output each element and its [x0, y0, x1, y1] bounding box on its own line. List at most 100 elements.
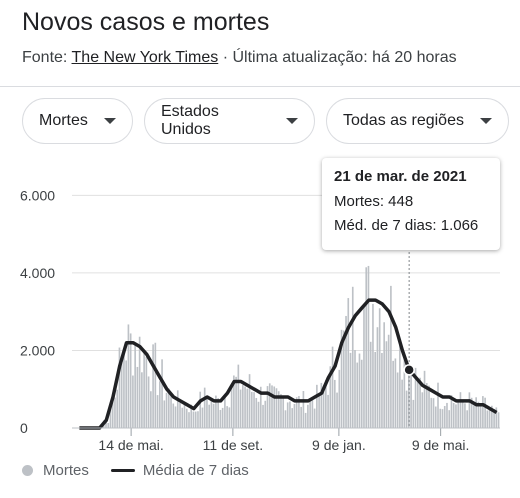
death-bar — [273, 386, 276, 428]
average-line — [79, 298, 498, 430]
chevron-down-icon — [103, 118, 116, 124]
death-bar — [156, 395, 159, 428]
death-bar — [329, 366, 332, 428]
legend-deaths-label: Mortes — [43, 462, 89, 479]
death-bar — [363, 307, 365, 428]
death-bar — [316, 384, 318, 428]
death-bar — [491, 405, 493, 428]
deaths-chart[interactable]: 0 2.000 4.000 6.000 14 de mai. 11 de set. 9 de… — [0, 150, 520, 460]
death-bar — [387, 334, 390, 428]
death-bar — [401, 379, 403, 428]
death-bar — [235, 376, 237, 428]
death-bar — [250, 391, 253, 428]
death-bar — [172, 403, 175, 428]
death-bar — [280, 394, 282, 428]
death-bar — [150, 391, 152, 428]
death-bar — [154, 342, 157, 428]
death-bar — [410, 375, 412, 428]
death-bar — [450, 395, 453, 428]
death-bar — [244, 386, 246, 428]
death-bar — [271, 385, 273, 428]
source-suffix: · Última atualização: há 20 horas — [218, 49, 457, 66]
death-bar — [396, 372, 399, 428]
metric-dropdown-label: Mortes — [39, 112, 88, 129]
death-bar — [257, 401, 260, 428]
death-bar — [268, 383, 271, 428]
death-bar — [174, 406, 177, 428]
death-bar — [107, 422, 110, 428]
death-bar — [170, 393, 172, 428]
death-bar — [484, 397, 486, 428]
death-bar — [374, 351, 377, 428]
death-bar — [163, 400, 166, 428]
death-bar — [421, 392, 424, 428]
death-bar — [116, 389, 119, 428]
metric-dropdown[interactable]: Mortes — [22, 98, 133, 144]
death-bar — [347, 298, 350, 428]
death-bar — [414, 367, 417, 428]
region-dropdown[interactable]: Todas as regiões — [326, 98, 509, 144]
death-bar — [313, 408, 316, 428]
death-bar — [333, 379, 336, 428]
country-dropdown-label: Estados Unidos — [161, 103, 219, 138]
tooltip-date: 21 de mar. de 2021 — [334, 168, 467, 185]
death-bar — [455, 404, 457, 428]
death-bar — [304, 412, 307, 428]
source-prefix: Fonte: — [22, 49, 72, 66]
death-bar — [349, 352, 352, 428]
death-bar — [132, 375, 134, 428]
death-bar — [434, 406, 437, 428]
death-bar — [123, 351, 125, 428]
death-bar — [331, 346, 334, 428]
death-bar — [179, 402, 181, 428]
death-bar — [134, 344, 136, 428]
death-bar — [282, 396, 285, 428]
legend-average-label: Média de 7 dias — [142, 462, 249, 479]
death-bar — [428, 385, 430, 428]
death-bar — [201, 407, 204, 428]
death-bar — [488, 409, 491, 428]
death-bar — [383, 322, 385, 428]
tooltip-deaths: Mortes: 448 — [334, 193, 414, 210]
death-bar — [430, 397, 433, 428]
death-bar — [358, 353, 361, 428]
death-bar — [309, 399, 311, 428]
death-bar — [477, 401, 480, 428]
death-bar — [262, 404, 264, 428]
death-bar — [461, 400, 464, 428]
death-bar — [242, 385, 244, 428]
death-bar — [365, 267, 368, 428]
death-bar — [212, 403, 215, 428]
death-bar — [390, 285, 392, 428]
death-bar — [403, 358, 406, 428]
death-bar — [360, 359, 363, 428]
death-bar — [199, 391, 202, 428]
death-bar — [452, 402, 455, 428]
region-dropdown-label: Todas as regiões — [343, 112, 464, 129]
death-bar — [443, 406, 446, 428]
x-tick-label: 9 de mai. — [412, 437, 470, 453]
death-bar — [302, 391, 305, 428]
death-bar — [327, 394, 329, 428]
death-bar — [233, 375, 235, 428]
death-bar — [412, 399, 415, 428]
tooltip-average: Méd. de 7 dias: 1.066 — [334, 217, 479, 234]
death-bar — [248, 374, 251, 428]
death-bar — [167, 388, 170, 428]
source-link[interactable]: The New York Times — [71, 49, 219, 66]
death-bar — [493, 409, 495, 428]
death-bar — [224, 395, 226, 428]
death-bar — [289, 401, 291, 428]
death-bar — [441, 409, 444, 428]
death-bar — [300, 406, 302, 428]
x-tick-label: 14 de mai. — [98, 437, 163, 453]
death-bar — [419, 377, 421, 428]
death-bar — [129, 333, 132, 428]
death-bar — [111, 399, 114, 428]
death-bar — [284, 410, 287, 428]
death-bar — [354, 350, 356, 428]
death-bar — [143, 352, 145, 428]
death-bar — [253, 392, 255, 428]
death-bar — [320, 382, 323, 428]
country-dropdown[interactable]: Estados Unidos — [144, 98, 315, 144]
